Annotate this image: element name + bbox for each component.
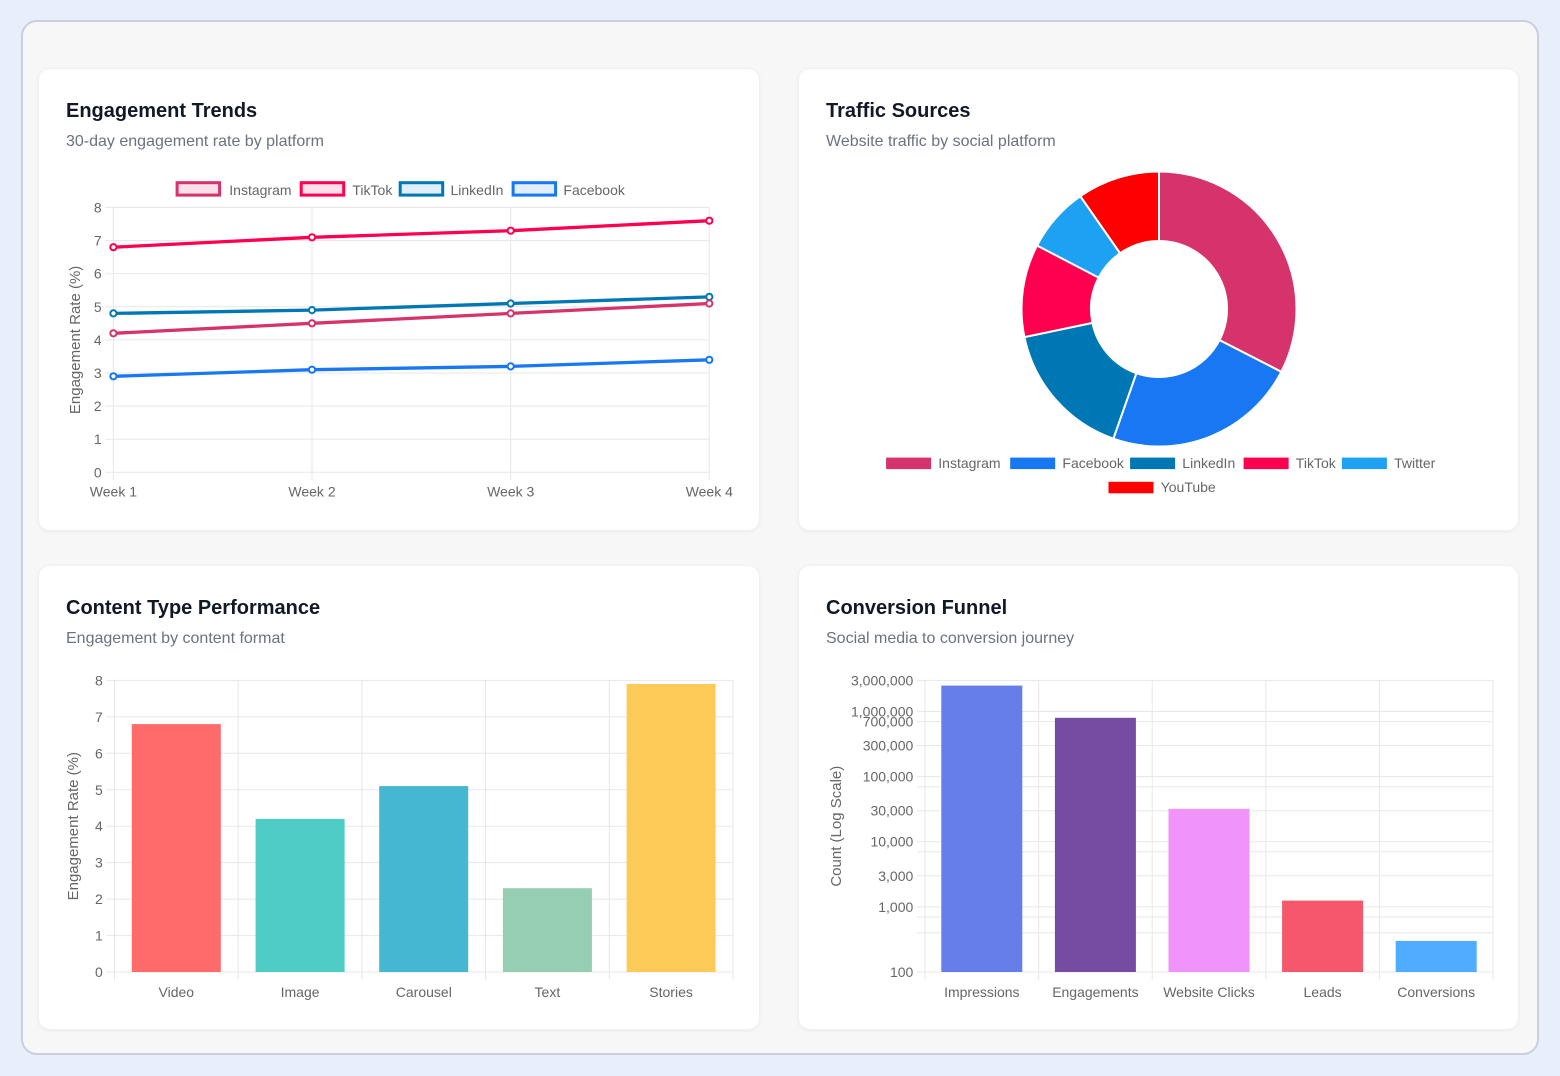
svg-text:Week 4: Week 4 <box>686 483 733 499</box>
svg-text:Engagements: Engagements <box>1052 984 1138 1000</box>
svg-text:Instagram: Instagram <box>938 455 1000 471</box>
svg-text:LinkedIn: LinkedIn <box>451 182 504 198</box>
svg-text:7: 7 <box>94 233 102 249</box>
svg-text:30,000: 30,000 <box>870 803 913 819</box>
svg-text:6: 6 <box>95 745 103 761</box>
svg-text:1: 1 <box>94 431 102 447</box>
svg-text:5: 5 <box>95 782 103 798</box>
svg-text:Video: Video <box>159 984 195 1000</box>
svg-text:1,000,000: 1,000,000 <box>851 704 913 720</box>
svg-text:Week 1: Week 1 <box>90 483 137 499</box>
svg-text:Count (Log Scale): Count (Log Scale) <box>828 766 845 887</box>
svg-text:Engagement Rate (%): Engagement Rate (%) <box>65 752 82 900</box>
svg-text:Stories: Stories <box>649 984 693 1000</box>
svg-text:3,000,000: 3,000,000 <box>851 672 913 688</box>
svg-text:2: 2 <box>94 398 102 414</box>
svg-text:Impressions: Impressions <box>944 984 1019 1000</box>
svg-text:1,000: 1,000 <box>878 899 913 915</box>
svg-text:300,000: 300,000 <box>863 738 914 754</box>
svg-text:Facebook: Facebook <box>563 182 625 198</box>
svg-text:Text: Text <box>535 984 561 1000</box>
svg-text:Facebook: Facebook <box>1062 455 1124 471</box>
svg-text:Twitter: Twitter <box>1394 455 1436 471</box>
svg-text:TikTok: TikTok <box>352 182 393 198</box>
svg-text:5: 5 <box>94 299 102 315</box>
svg-text:TikTok: TikTok <box>1296 455 1337 471</box>
svg-text:3: 3 <box>94 365 102 381</box>
svg-text:100,000: 100,000 <box>863 769 914 785</box>
svg-text:4: 4 <box>94 332 102 348</box>
svg-text:Week 3: Week 3 <box>487 483 534 499</box>
svg-text:Week 2: Week 2 <box>288 483 335 499</box>
svg-text:LinkedIn: LinkedIn <box>1182 455 1235 471</box>
svg-text:Carousel: Carousel <box>396 984 452 1000</box>
svg-text:1: 1 <box>95 928 103 944</box>
svg-text:700,000: 700,000 <box>863 714 914 730</box>
svg-text:0: 0 <box>94 464 102 480</box>
svg-text:Conversions: Conversions <box>1397 984 1475 1000</box>
svg-text:Engagement Rate (%): Engagement Rate (%) <box>67 266 84 414</box>
svg-text:4: 4 <box>95 818 103 834</box>
svg-text:3,000: 3,000 <box>878 868 913 884</box>
svg-text:Leads: Leads <box>1304 984 1342 1000</box>
svg-text:100: 100 <box>890 964 914 980</box>
svg-text:6: 6 <box>94 266 102 282</box>
svg-text:0: 0 <box>95 964 103 980</box>
svg-text:7: 7 <box>95 709 103 725</box>
svg-text:10,000: 10,000 <box>870 834 913 850</box>
svg-text:8: 8 <box>94 200 102 216</box>
svg-text:Website Clicks: Website Clicks <box>1163 984 1255 1000</box>
svg-text:8: 8 <box>95 672 103 688</box>
svg-text:2: 2 <box>95 891 103 907</box>
svg-text:Image: Image <box>281 984 320 1000</box>
svg-text:Instagram: Instagram <box>229 182 291 198</box>
svg-text:YouTube: YouTube <box>1161 479 1216 495</box>
svg-text:3: 3 <box>95 855 103 871</box>
